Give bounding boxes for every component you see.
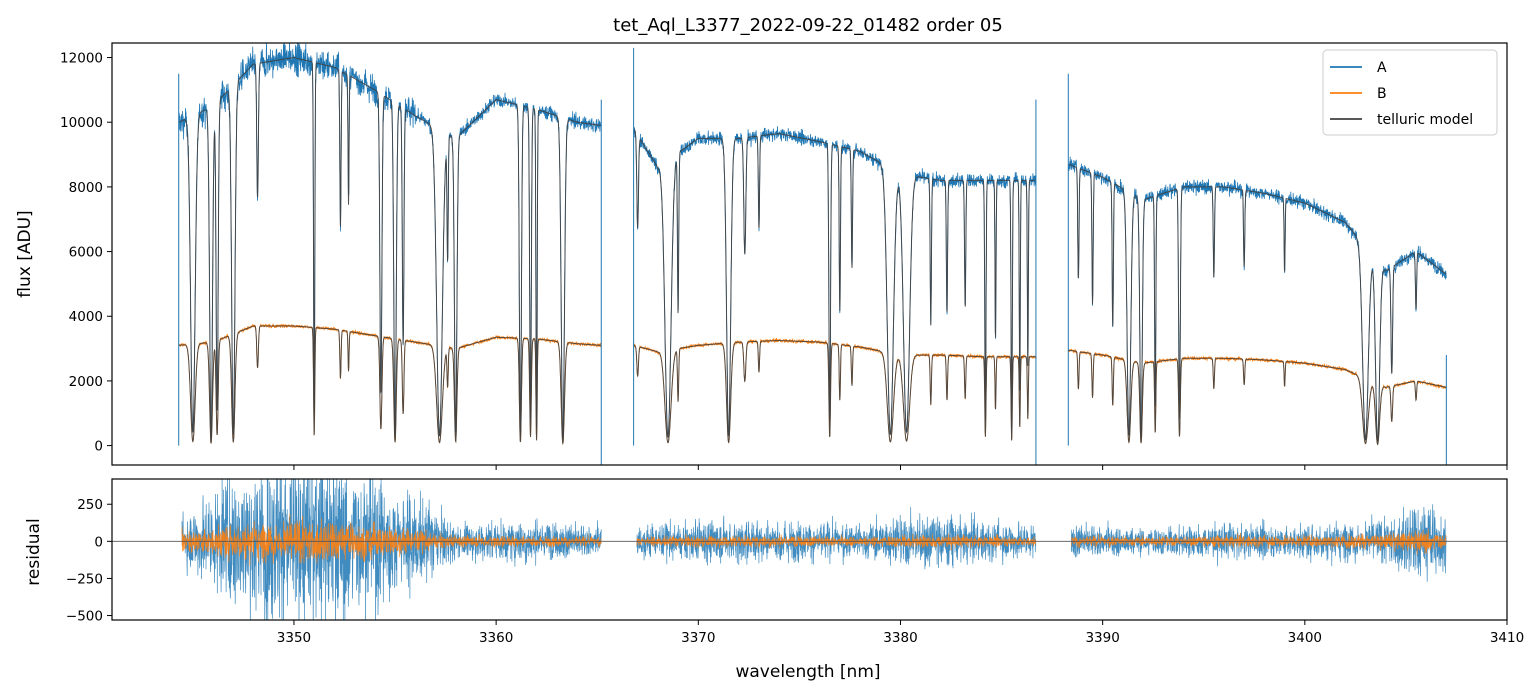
telluric-model-b-segment-2	[1068, 349, 1447, 446]
flux-y-tick-label: 0	[94, 439, 103, 455]
residual-axis-ticks: −500 −250 0 250 3350 3360 3370 3380 3390 3400 3410	[66, 497, 1524, 646]
x-tick-label: 3410	[1490, 630, 1524, 646]
flux-y-tick-label: 2000	[69, 374, 103, 390]
x-tick-label: 3400	[1288, 630, 1322, 646]
residual-plot-frame	[111, 478, 1508, 621]
residual-series	[112, 479, 1507, 620]
residual-y-tick-label: 250	[77, 497, 103, 513]
x-tick-label: 3370	[681, 630, 715, 646]
chart-title: tet_Aql_L3377_2022-09-22_01482 order 05	[613, 15, 1003, 36]
series-a-line-segment-1	[633, 126, 1037, 438]
flux-y-axis-label: flux [ADU]	[15, 210, 35, 297]
flux-panel: 0 2000 4000 6000 8000 10000 12000 flux [ADU] A…	[15, 42, 1508, 470]
legend-box	[1322, 49, 1498, 136]
flux-y-tick-label: 4000	[69, 309, 103, 325]
legend-label-a: A	[1377, 60, 1387, 76]
flux-y-tick-label: 10000	[60, 115, 103, 131]
telluric-model-b-segment-0	[178, 325, 602, 446]
flux-y-tick-label: 8000	[69, 180, 103, 196]
residual-y-tick-label: 0	[94, 534, 103, 550]
x-tick-label: 3350	[277, 630, 311, 646]
flux-axis-ticks: 0 2000 4000 6000 8000 10000 12000	[60, 51, 1508, 470]
residual-panel: −500 −250 0 250 3350 3360 3370 3380 3390 3400 3410…	[24, 478, 1524, 682]
x-axis-label: wavelength [nm]	[735, 662, 880, 682]
x-tick-label: 3390	[1085, 630, 1119, 646]
residual-y-axis-label: residual	[24, 518, 44, 585]
flux-y-tick-label: 6000	[69, 245, 103, 261]
telluric-model-a-segment-2	[1068, 163, 1447, 443]
flux-plot-frame	[111, 42, 1508, 466]
residual-y-tick-label: −250	[66, 571, 103, 587]
telluric-model-b-segment-1	[633, 340, 1036, 444]
x-tick-label: 3380	[883, 630, 917, 646]
flux-y-tick-label: 12000	[60, 51, 103, 67]
residual-y-tick-label: −500	[66, 609, 103, 625]
flux-series	[178, 43, 1447, 465]
telluric-model-a-segment-1	[633, 128, 1036, 438]
legend-label-b: B	[1377, 86, 1387, 102]
legend: A B telluric model	[1322, 49, 1498, 136]
legend-label-telluric-model: telluric model	[1377, 112, 1473, 128]
x-tick-label: 3360	[479, 630, 513, 646]
